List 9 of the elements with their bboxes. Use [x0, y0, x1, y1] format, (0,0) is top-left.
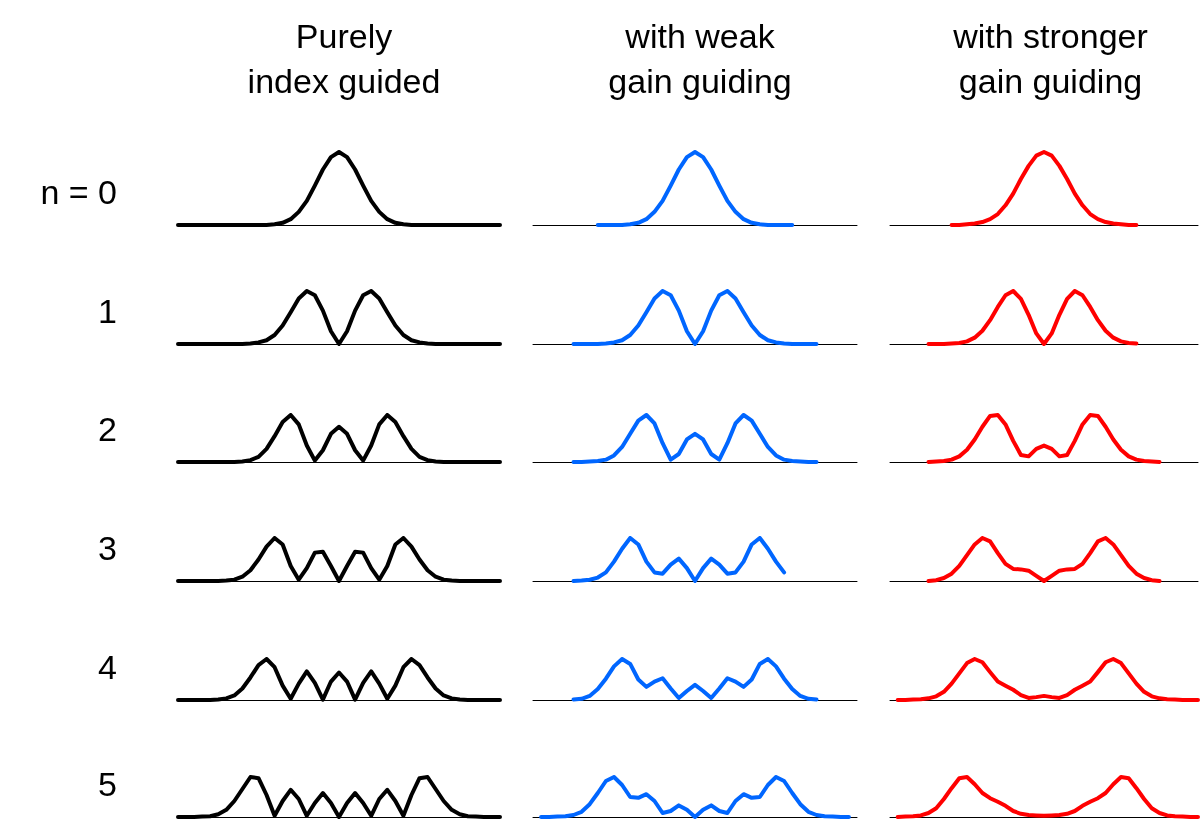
chart-title: Purely index guided [247, 16, 441, 100]
y-axis-title: 2 [98, 410, 117, 448]
y-axis-title: 1 [98, 292, 117, 330]
y-axis-title: 4 [98, 648, 117, 686]
chart-title: with stronger gain guiding [952, 16, 1148, 100]
chart-title: with weak gain guiding [608, 16, 792, 100]
y-axis-title: 3 [98, 529, 117, 567]
y-axis-title: n = 0 [40, 173, 117, 211]
y-axis-title: 5 [98, 765, 117, 803]
